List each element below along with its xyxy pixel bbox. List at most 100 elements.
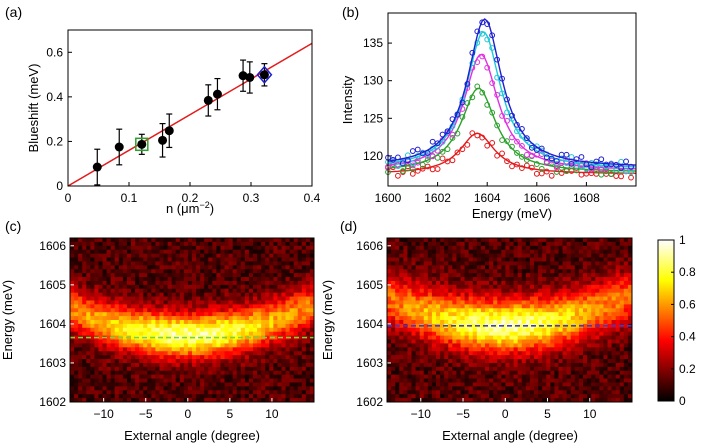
- data-point: [164, 126, 174, 136]
- heatmap-cell: [476, 339, 482, 344]
- heatmap-cell: [574, 249, 580, 255]
- heatmap-cell: [204, 312, 209, 317]
- heatmap-cell: [297, 359, 303, 364]
- heatmap-cell: [147, 316, 152, 321]
- data-point-magenta: [489, 80, 496, 86]
- heatmap-cell: [419, 366, 425, 372]
- heatmap-cell: [90, 269, 95, 274]
- heatmap-cell: [200, 347, 205, 352]
- heatmap-cell: [431, 261, 437, 266]
- heatmap-cell: [143, 253, 148, 259]
- heatmap-cell: [534, 241, 539, 247]
- heatmap-cell: [208, 351, 213, 356]
- heatmap-cell: [554, 351, 559, 356]
- heatmap-cell: [436, 327, 441, 333]
- heatmap-cell: [179, 378, 185, 383]
- heatmap-cell: [309, 327, 315, 333]
- heatmap-cell: [70, 292, 75, 298]
- heatmap-cell: [558, 347, 564, 352]
- heatmap-cell: [611, 312, 617, 317]
- heatmap-cell: [301, 370, 307, 376]
- heatmap-cell: [244, 390, 250, 395]
- heatmap-cell: [131, 308, 136, 313]
- heatmap-cell: [464, 323, 470, 329]
- heatmap-cell: [110, 390, 116, 395]
- data-point: [114, 142, 124, 152]
- heatmap-cell: [387, 312, 392, 317]
- heatmap-cell: [114, 351, 120, 356]
- heatmap-cell: [509, 304, 515, 309]
- heatmap-cell: [265, 296, 270, 301]
- heatmap-cell: [517, 362, 523, 368]
- heatmap-cell: [395, 304, 400, 309]
- heatmap-cell: [277, 253, 282, 259]
- heatmap-cell: [143, 386, 148, 391]
- heatmap-cell: [436, 300, 441, 305]
- heatmap-cell: [489, 245, 494, 251]
- heatmap-cell: [505, 265, 510, 270]
- heatmap-cell: [293, 355, 299, 360]
- heatmap-cell: [309, 308, 315, 313]
- heatmap-cell: [94, 257, 99, 262]
- heatmap-cell: [305, 347, 311, 352]
- heatmap-cell: [599, 366, 604, 372]
- heatmap-cell: [309, 359, 315, 364]
- heatmap-cell: [615, 245, 621, 251]
- heatmap-cell: [163, 320, 169, 325]
- heatmap-cell: [301, 382, 307, 387]
- heatmap-cell: [257, 331, 262, 337]
- heatmap-cell: [619, 339, 625, 344]
- data-point-green: [514, 150, 520, 156]
- heatmap-cell: [240, 269, 246, 274]
- heatmap-cell: [293, 277, 299, 282]
- heatmap-cell: [546, 331, 551, 337]
- heatmap-cell: [423, 323, 429, 329]
- heatmap-cell: [301, 265, 307, 270]
- heatmap-cell: [489, 292, 494, 298]
- heatmap-cell: [204, 261, 209, 266]
- heatmap-cell: [220, 347, 226, 352]
- heatmap-cell: [90, 323, 95, 329]
- heatmap-cell: [448, 327, 453, 333]
- heatmap-cell: [106, 327, 112, 333]
- heatmap-cell: [619, 370, 625, 376]
- heatmap-cell: [220, 261, 226, 266]
- heatmap-cell: [415, 241, 421, 247]
- data-point-green: [434, 154, 441, 161]
- heatmap-cell: [558, 292, 564, 298]
- heatmap-cell: [151, 253, 156, 259]
- heatmap-cell: [550, 351, 555, 356]
- heatmap-cell: [285, 253, 291, 259]
- heatmap-cell: [273, 359, 278, 364]
- heatmap-cell: [448, 339, 453, 344]
- heatmap-cell: [273, 253, 278, 259]
- heatmap-cell: [538, 312, 543, 317]
- heatmap-cell: [615, 347, 621, 352]
- heatmap-cell: [456, 320, 461, 325]
- heatmap-cell: [98, 386, 104, 391]
- heatmap-cell: [436, 335, 441, 341]
- heatmap-cell: [82, 253, 87, 259]
- heatmap-cell: [232, 331, 238, 337]
- heatmap-cell: [261, 382, 266, 387]
- heatmap-cell: [281, 269, 287, 274]
- heatmap-cell: [431, 304, 437, 309]
- heatmap-cell: [391, 265, 396, 270]
- data-point-blue: [583, 161, 590, 168]
- heatmap-cell: [509, 355, 515, 360]
- heatmap-cell: [550, 280, 555, 286]
- heatmap-cell: [595, 284, 600, 290]
- data-point-blue: [499, 75, 505, 82]
- heatmap-cell: [587, 339, 592, 344]
- heatmap-cell: [82, 359, 87, 364]
- heatmap-cell: [118, 253, 124, 259]
- heatmap-cell: [627, 284, 633, 290]
- heatmap-cell: [534, 335, 539, 341]
- heatmap-cell: [248, 304, 254, 309]
- heatmap-cell: [139, 382, 144, 387]
- heatmap-cell: [513, 245, 519, 251]
- heatmap-cell: [419, 261, 425, 266]
- heatmap-cell: [415, 316, 421, 321]
- heatmap-cell: [301, 269, 307, 274]
- heatmap-cell: [216, 323, 221, 329]
